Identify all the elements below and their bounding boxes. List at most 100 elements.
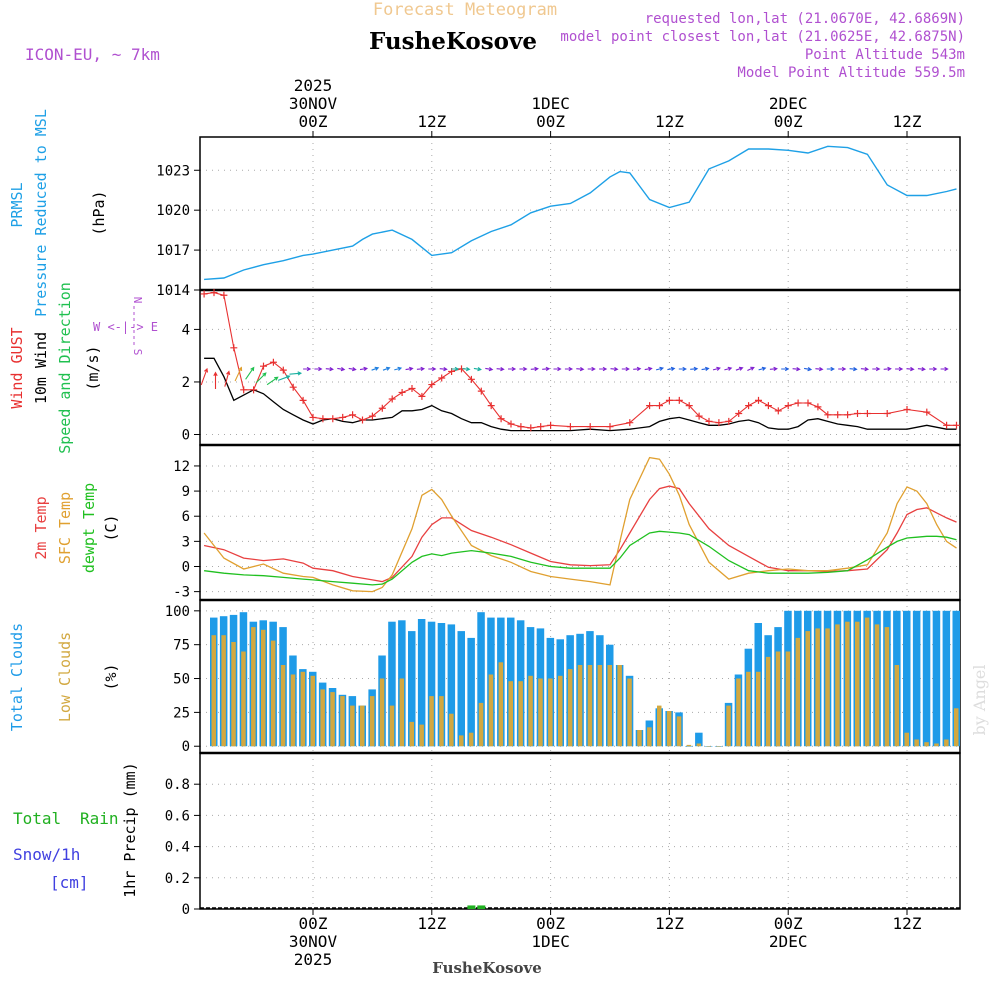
total-cloud-bar xyxy=(477,612,485,747)
wind-direction-arrow xyxy=(712,366,721,371)
low-cloud-bar xyxy=(756,671,761,747)
precip-bar xyxy=(477,905,486,909)
wind-direction-arrow xyxy=(678,366,687,372)
wind-10m-label: 10m Wind xyxy=(32,332,50,404)
gust-point xyxy=(339,413,347,421)
gust-point xyxy=(517,423,525,431)
wind-direction-arrow xyxy=(439,366,448,372)
snow-unit-label: [cm] xyxy=(50,873,89,892)
wind-direction-arrow xyxy=(416,366,426,372)
total-cloud-bar xyxy=(685,746,693,747)
gust-point xyxy=(220,291,228,299)
low-cloud-bar xyxy=(805,631,810,747)
gust-point xyxy=(477,387,485,395)
ytick-label: 0 xyxy=(182,559,190,575)
ytick-label: 2 xyxy=(182,375,190,391)
wind-direction-arrow xyxy=(769,366,778,372)
pressure-unit-label: (hPa) xyxy=(90,190,108,235)
low-cloud-bar xyxy=(894,665,900,747)
bottom-time-label: 30NOV xyxy=(289,932,338,951)
ytick-label: 3 xyxy=(182,534,190,550)
low-cloud-bar xyxy=(874,624,880,747)
wind-direction-arrow xyxy=(758,366,767,371)
gust-point xyxy=(606,423,614,431)
wind-line xyxy=(204,357,957,432)
gust-point xyxy=(299,396,307,404)
prmsl-label: PRMSL xyxy=(8,182,26,227)
wind-direction-arrow xyxy=(255,372,267,384)
gust-point xyxy=(329,415,337,423)
low-cloud-bar xyxy=(726,705,731,747)
wind-direction-arrow xyxy=(405,366,414,372)
total-cloud-bar xyxy=(695,732,703,747)
ytick-label: 0.4 xyxy=(165,840,190,856)
total-cloud-bar xyxy=(427,621,436,747)
gust-point xyxy=(794,399,802,407)
gust-point xyxy=(378,404,386,412)
gust-point xyxy=(398,388,406,396)
gust-point xyxy=(745,402,753,410)
low-cloud-bar xyxy=(261,629,266,747)
wind-direction-arrow xyxy=(485,366,494,372)
low-cloud-bar xyxy=(538,678,543,747)
low-cloud-bar xyxy=(825,628,830,747)
panel-frame xyxy=(199,136,961,291)
wind-legend-we: W <-|-> E xyxy=(93,320,158,334)
low-cloud-bar xyxy=(399,678,405,747)
top-time-label: 00Z xyxy=(299,112,328,131)
top-time-label: 30NOV xyxy=(289,94,338,113)
temp2m-line xyxy=(203,485,957,583)
gust-point xyxy=(804,399,812,407)
low-cloud-bar xyxy=(211,635,216,747)
snow-label: Snow/1h xyxy=(13,845,80,864)
low-cloud-bar xyxy=(855,621,860,747)
low-cloud-bar xyxy=(577,665,583,747)
gust-point xyxy=(814,403,822,411)
total-cloud-bar xyxy=(408,631,416,747)
wind-direction-arrow xyxy=(815,366,824,372)
wind-direction-arrow xyxy=(234,366,243,382)
ytick-label: 100 xyxy=(165,604,190,620)
wind-direction-arrow xyxy=(224,370,231,387)
low-cloud-bar xyxy=(686,744,692,747)
gust-point xyxy=(309,413,317,421)
ytick-label: 6 xyxy=(182,509,190,525)
pressure-msl-label: Pressure Reduced to MSL xyxy=(32,109,50,317)
rain-label: Rain xyxy=(80,809,119,828)
wind-direction-arrow xyxy=(690,366,699,372)
low-cloud-bar xyxy=(785,651,791,747)
gust-point xyxy=(289,383,297,391)
model-point-altitude: Model Point Altitude 559.5m xyxy=(737,65,965,81)
gust-point xyxy=(210,289,218,297)
low-cloud-bar xyxy=(696,743,702,747)
gust-point xyxy=(755,396,762,404)
low-cloud-bar xyxy=(360,705,365,747)
low-cloud-bar xyxy=(775,651,781,747)
gust-point xyxy=(656,402,663,410)
wind-direction-arrow xyxy=(667,366,676,372)
wind-direction-arrow xyxy=(917,366,926,372)
wind-direction-arrow xyxy=(371,366,380,371)
total-label: Total xyxy=(13,809,61,828)
gust-point xyxy=(883,409,891,417)
panel-3: 0 25 50 75 100 xyxy=(165,599,961,755)
sfc-temp-label: SFC Temp xyxy=(56,492,74,564)
low-cloud-bar xyxy=(706,746,711,747)
station-title: FusheKosove xyxy=(369,28,537,55)
low-cloud-bar xyxy=(449,713,454,747)
low-cloud-bar xyxy=(478,702,484,747)
gust-point xyxy=(735,409,743,417)
wind-direction-arrow xyxy=(929,366,938,372)
wind-direction-arrow xyxy=(940,366,949,372)
low-cloud-bar xyxy=(736,678,741,747)
wind-direction-arrow xyxy=(747,366,755,371)
low-cloud-bar xyxy=(468,732,474,747)
low-cloud-bar xyxy=(340,696,345,747)
footer-station: FusheKosove xyxy=(432,959,542,977)
total-cloud-bar xyxy=(903,610,911,747)
gust-point xyxy=(497,415,505,423)
wind-direction-arrow xyxy=(564,366,574,372)
total-cloud-bar xyxy=(467,637,475,747)
